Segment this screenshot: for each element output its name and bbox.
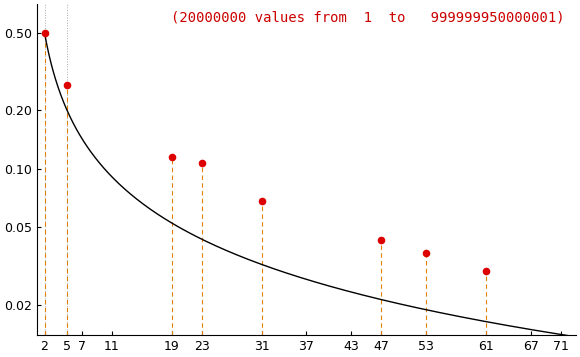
Point — [197, 160, 206, 166]
Text: (20000000 values from  1  to   999999950000001): (20000000 values from 1 to 9999999500000… — [172, 11, 565, 25]
Point — [422, 250, 431, 256]
Point — [481, 268, 491, 273]
Point — [167, 154, 176, 160]
Point — [40, 30, 49, 35]
Point — [257, 198, 266, 204]
Point — [376, 237, 386, 243]
Point — [62, 82, 71, 87]
